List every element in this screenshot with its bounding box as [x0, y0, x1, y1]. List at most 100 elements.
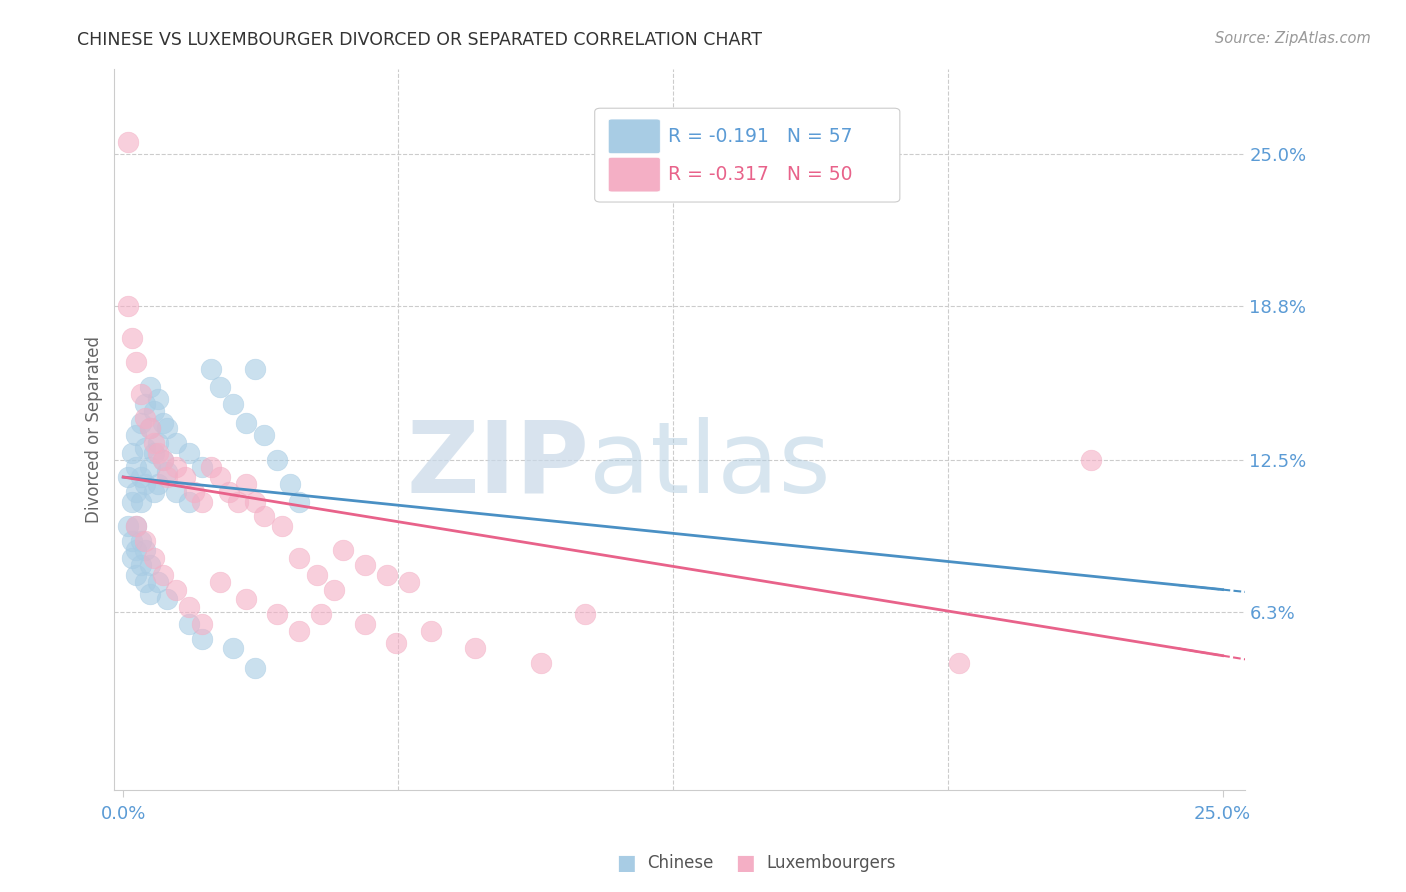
Point [173, 470, 195, 484]
Point [1080, 453, 1102, 467]
Point [253, 428, 276, 442]
Point [243, 494, 266, 508]
Point [420, 624, 443, 639]
Point [138, 460, 160, 475]
FancyBboxPatch shape [609, 157, 661, 192]
Point [235, 477, 257, 491]
Point [117, 519, 139, 533]
Point [138, 587, 160, 601]
Point [143, 435, 166, 450]
Point [117, 299, 139, 313]
Point [226, 494, 249, 508]
Point [117, 135, 139, 149]
FancyBboxPatch shape [609, 119, 661, 153]
Point [179, 599, 201, 614]
Point [138, 558, 160, 573]
Point [266, 453, 288, 467]
Point [121, 445, 143, 459]
Point [266, 607, 288, 621]
Point [134, 441, 156, 455]
Point [179, 494, 201, 508]
Point [148, 392, 170, 406]
Point [121, 330, 143, 344]
Text: Luxembourgers: Luxembourgers [766, 855, 896, 872]
Text: CHINESE VS LUXEMBOURGER DIVORCED OR SEPARATED CORRELATION CHART: CHINESE VS LUXEMBOURGER DIVORCED OR SEPA… [77, 31, 762, 49]
Point [143, 484, 166, 499]
Text: Source: ZipAtlas.com: Source: ZipAtlas.com [1215, 31, 1371, 46]
Point [243, 661, 266, 675]
Point [121, 550, 143, 565]
Point [183, 484, 205, 499]
Point [208, 379, 231, 393]
Point [156, 465, 179, 479]
Point [125, 428, 148, 442]
Point [385, 636, 408, 650]
Point [121, 533, 143, 548]
Point [191, 460, 214, 475]
Text: ■: ■ [735, 854, 755, 873]
Point [288, 550, 311, 565]
Point [354, 558, 377, 573]
Point [125, 484, 148, 499]
Text: ZIP: ZIP [406, 417, 589, 514]
Point [191, 632, 214, 646]
Point [323, 582, 346, 597]
Point [574, 607, 596, 621]
Text: R = -0.191   N = 57: R = -0.191 N = 57 [668, 127, 852, 146]
Point [148, 435, 170, 450]
Point [288, 624, 311, 639]
Point [125, 460, 148, 475]
Point [179, 445, 201, 459]
Point [218, 484, 240, 499]
Point [235, 592, 257, 607]
Point [278, 477, 301, 491]
Point [948, 656, 970, 670]
Point [121, 494, 143, 508]
Point [125, 543, 148, 558]
Point [305, 568, 328, 582]
Point [309, 607, 332, 621]
Point [156, 592, 179, 607]
Point [134, 533, 156, 548]
Point [148, 575, 170, 590]
Point [125, 519, 148, 533]
Point [125, 355, 148, 369]
Y-axis label: Divorced or Separated: Divorced or Separated [86, 336, 103, 523]
Point [148, 477, 170, 491]
Point [165, 460, 187, 475]
Point [375, 568, 398, 582]
Point [332, 543, 354, 558]
Point [152, 453, 174, 467]
Point [235, 416, 257, 430]
Point [129, 387, 152, 401]
Point [134, 477, 156, 491]
Point [165, 435, 187, 450]
Point [129, 416, 152, 430]
Point [129, 494, 152, 508]
Point [138, 379, 160, 393]
Point [208, 575, 231, 590]
Point [134, 411, 156, 425]
Point [208, 470, 231, 484]
Point [152, 453, 174, 467]
Point [134, 397, 156, 411]
Point [191, 494, 214, 508]
Point [152, 416, 174, 430]
Point [143, 550, 166, 565]
Text: ■: ■ [616, 854, 636, 873]
Text: Chinese: Chinese [647, 855, 713, 872]
Point [156, 470, 179, 484]
Point [222, 641, 245, 656]
Point [165, 484, 187, 499]
FancyBboxPatch shape [595, 108, 900, 202]
Point [129, 470, 152, 484]
Point [156, 421, 179, 435]
Point [129, 533, 152, 548]
Point [143, 404, 166, 418]
Point [138, 421, 160, 435]
Point [464, 641, 486, 656]
Point [200, 362, 222, 376]
Point [398, 575, 420, 590]
Point [530, 656, 553, 670]
Point [191, 616, 214, 631]
